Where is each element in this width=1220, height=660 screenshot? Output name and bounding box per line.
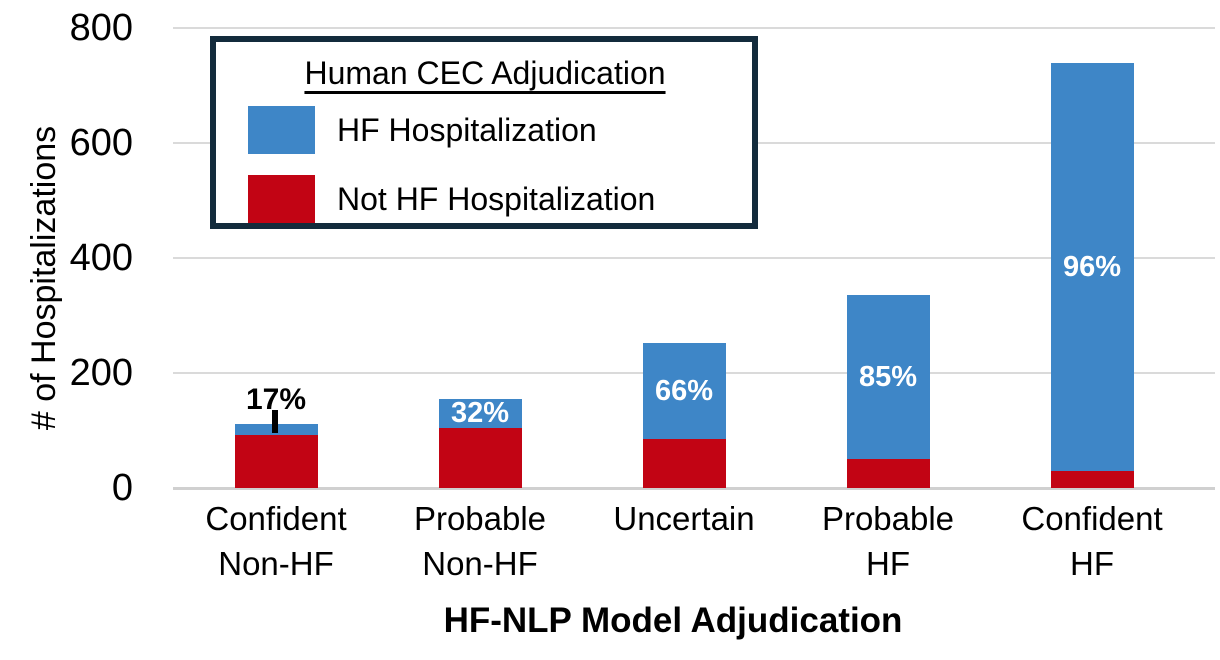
legend-item-label: HF Hospitalization (337, 111, 597, 148)
legend-item-not-hf-hospitalization: Not HF Hospitalization (248, 175, 742, 223)
bar-4-not-hf-segment (1050, 470, 1134, 488)
y-tick-label-800: 800 (69, 7, 133, 49)
y-tick-label-400: 400 (69, 237, 133, 279)
x-tick-label-1: Probable Non-HF (413, 500, 547, 582)
x-tick-label-0: Confident Non-HF (205, 500, 347, 582)
bar-0-label-leader-line (272, 409, 278, 433)
bar-1-percent-label: 32% (450, 397, 510, 430)
legend-title-text: Human CEC Adjudication (304, 55, 666, 91)
y-tick-label-600: 600 (69, 122, 133, 164)
legend-title: Human CEC Adjudication (228, 50, 742, 96)
legend-item-hf-hospitalization: HF Hospitalization (248, 106, 742, 154)
x-tick-label-4: Confident HF (1021, 500, 1163, 582)
x-axis-title: HF-NLP Model Adjudication (443, 601, 903, 640)
legend: Human CEC Adjudication HF Hospitalizatio… (210, 36, 758, 229)
legend-swatch-blue-icon (248, 106, 315, 154)
x-tick-label-2: Uncertain (613, 500, 755, 537)
bar-2-percent-label: 66% (654, 375, 714, 408)
bar-3-percent-label: 85% (858, 361, 918, 394)
bar-3-hf-segment (846, 295, 930, 460)
bar-2-not-hf-segment (642, 439, 726, 488)
legend-item-label: Not HF Hospitalization (337, 180, 656, 217)
bar-4-percent-label: 96% (1062, 250, 1122, 283)
x-tick-label-3: Probable HF (821, 500, 955, 582)
gridline-400 (173, 257, 1215, 259)
bar-1-hf-segment (438, 398, 522, 428)
bar-4-hf-segment (1050, 62, 1134, 471)
legend-swatch-red-icon (248, 175, 315, 223)
bar-1-not-hf-segment (438, 427, 522, 488)
gridline-0 (173, 487, 1215, 490)
y-tick-label-0: 0 (111, 467, 133, 509)
y-tick-label-200: 200 (69, 352, 133, 394)
bar-2-hf-segment (642, 343, 726, 440)
gridline-800 (173, 27, 1215, 29)
bar-0-not-hf-segment (234, 434, 318, 488)
bar-3-not-hf-segment (846, 459, 930, 488)
